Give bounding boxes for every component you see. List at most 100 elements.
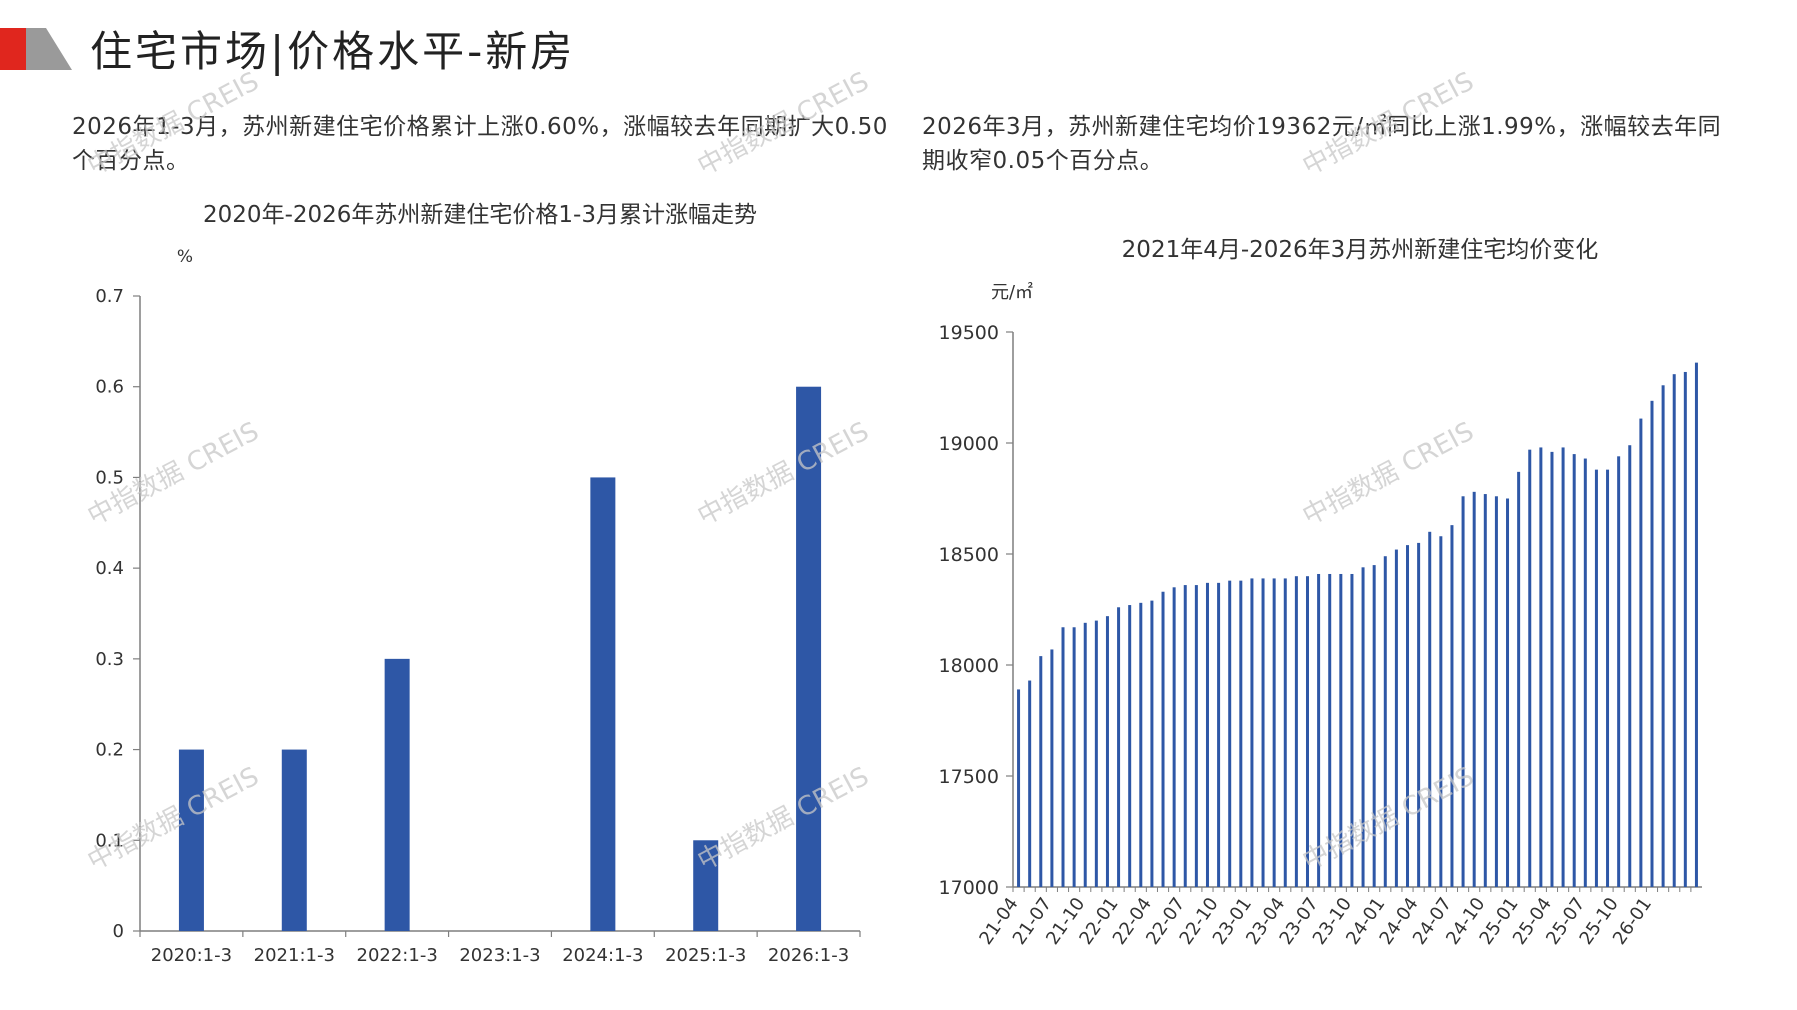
bar	[1450, 525, 1454, 887]
bar	[1117, 607, 1121, 887]
bar	[1350, 573, 1354, 887]
y-tick-label: 0	[113, 921, 124, 942]
bar	[1105, 616, 1109, 887]
x-tick-label: 2022:1-3	[357, 945, 438, 966]
bar	[1361, 567, 1365, 887]
bar	[1061, 627, 1065, 887]
y-tick-label: 18500	[939, 544, 999, 566]
bar	[1550, 451, 1554, 887]
y-tick-label: 17000	[939, 877, 999, 899]
bar	[1606, 469, 1610, 887]
x-tick-label: 2023:1-3	[459, 945, 540, 966]
bar	[1283, 578, 1287, 887]
bar	[1539, 447, 1543, 887]
bar	[1261, 578, 1265, 887]
bar	[1483, 494, 1487, 887]
bar	[1650, 400, 1654, 887]
brand-logo-icon	[0, 28, 72, 70]
bar	[1694, 362, 1698, 887]
bar	[1317, 573, 1321, 887]
bar	[1194, 585, 1198, 887]
bar	[1494, 496, 1498, 887]
bar	[1428, 531, 1432, 887]
chart-title: 2021年4月-2026年3月苏州新建住宅均价变化	[1122, 237, 1599, 263]
bar	[1672, 374, 1676, 887]
bar	[1461, 496, 1465, 887]
bar	[1683, 371, 1687, 887]
bar	[1506, 498, 1510, 887]
bar	[1272, 578, 1276, 887]
x-tick-label: 2026:1-3	[768, 945, 849, 966]
bar	[1472, 491, 1476, 887]
bar	[281, 749, 307, 931]
bar	[1217, 582, 1221, 887]
bar	[1561, 447, 1565, 887]
y-axis-label: 元/㎡	[991, 281, 1033, 303]
bar	[1139, 602, 1143, 887]
bar	[1228, 580, 1232, 887]
bar	[1594, 469, 1598, 887]
bar	[1339, 573, 1343, 887]
page-title: 住宅市场|价格水平-新房	[90, 27, 576, 76]
bar	[1294, 576, 1298, 887]
x-tick-label: 2024:1-3	[562, 945, 643, 966]
bar	[1172, 587, 1176, 887]
bar	[1072, 627, 1076, 887]
bar	[1328, 573, 1332, 887]
y-tick-label: 19500	[939, 322, 999, 344]
y-tick-label: 0.5	[95, 467, 124, 488]
y-tick-label: 0.1	[95, 830, 124, 851]
bar	[1628, 445, 1632, 887]
chart-title: 2020年-2026年苏州新建住宅价格1-3月累计涨幅走势	[203, 202, 757, 228]
bar	[1128, 605, 1132, 887]
bar	[1150, 600, 1154, 887]
bar	[1583, 458, 1587, 887]
bar	[1372, 565, 1376, 887]
y-tick-label: 0.6	[95, 377, 124, 398]
plot-area: 17000175001800018500190001950021-0421-07…	[939, 322, 1702, 949]
bar	[1417, 542, 1421, 887]
bar	[1394, 549, 1398, 887]
summary-left: 2026年1-3月，苏州新建住宅价格累计上涨0.60%，涨幅较去年同期扩大0.5…	[72, 114, 888, 174]
bar	[1406, 545, 1410, 887]
x-tick-label: 2020:1-3	[151, 945, 232, 966]
bar	[178, 749, 204, 931]
bar	[1239, 580, 1243, 887]
bar	[1039, 656, 1043, 887]
plot-area: 0 0.1 0.2 0.3 0.4 0.5 0.6 0.7 2020:1-3 2021:1-3 20…	[95, 286, 861, 966]
bar	[1250, 578, 1254, 887]
y-tick-label: 0.7	[95, 286, 124, 307]
bar	[693, 840, 719, 931]
bar	[1205, 582, 1209, 887]
bar	[1661, 385, 1665, 887]
bar	[1028, 680, 1032, 887]
summary-right: 2026年3月，苏州新建住宅均价19362元/㎡同比上涨1.99%，涨幅较去年同…	[922, 114, 1722, 174]
bar	[1305, 576, 1309, 887]
bar	[1617, 456, 1621, 887]
bar	[1639, 418, 1643, 887]
bar	[1083, 622, 1087, 887]
bar	[1183, 585, 1187, 887]
y-axis-label: %	[177, 247, 193, 267]
y-tick-label: 0.3	[95, 649, 124, 670]
y-tick-label: 0.2	[95, 740, 124, 761]
y-tick-label: 0.4	[95, 558, 124, 579]
bar	[384, 658, 410, 931]
chart-cumulative-growth: 2020年-2026年苏州新建住宅价格1-3月累计涨幅走势 % 0 0.1 0.2 0…	[95, 202, 861, 966]
bar	[796, 386, 822, 931]
bar	[1383, 556, 1387, 887]
y-tick-label: 19000	[939, 433, 999, 455]
logo-gray-block	[26, 28, 72, 70]
y-tick-label: 18000	[939, 655, 999, 677]
y-tick-label: 17500	[939, 766, 999, 788]
x-tick-label: 2025:1-3	[665, 945, 746, 966]
bar	[1439, 536, 1443, 887]
logo-red-block	[0, 28, 26, 70]
bar	[1572, 454, 1576, 887]
bar	[590, 477, 616, 931]
bar	[1094, 620, 1098, 887]
bar	[1017, 689, 1021, 887]
bar	[1517, 471, 1521, 887]
chart-average-price: 2021年4月-2026年3月苏州新建住宅均价变化 元/㎡ 17000 17500…	[939, 237, 1702, 949]
bar	[1528, 449, 1532, 887]
